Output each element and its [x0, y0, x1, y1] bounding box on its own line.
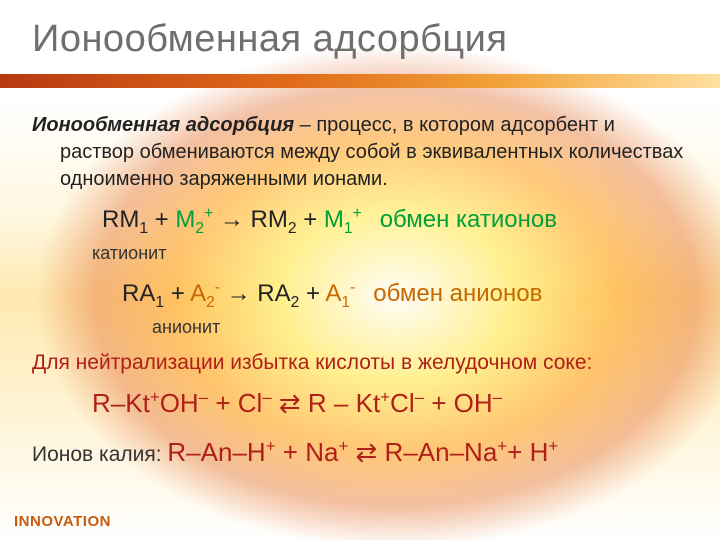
cation-sublabel: катионит — [92, 241, 692, 265]
eq-text: RM — [102, 206, 139, 233]
eq-text: + Cl — [208, 388, 262, 418]
title-divider-bar — [0, 74, 720, 88]
content-area: Ионообменная адсорбция – процесс, в кото… — [32, 112, 692, 470]
ion-m2: M2+ — [175, 206, 213, 233]
anion-label: обмен анионов — [373, 280, 542, 307]
eq-text: + Na — [276, 437, 339, 467]
eq-text: R–Kt — [92, 388, 150, 418]
definition-term: Ионообменная адсорбция — [32, 114, 294, 136]
footer-brand: INNOVATION — [14, 513, 111, 530]
eq-text: → RM — [213, 206, 288, 233]
eq-text: Cl — [390, 388, 415, 418]
ion-a1: A1- — [325, 280, 355, 307]
anion-equation: RA1 + A2- → RA2 + A1-обмен анионов — [122, 277, 692, 313]
eq-text: ⇄ R–An–Na — [348, 437, 497, 467]
eq-text: R–An–H — [167, 437, 265, 467]
ion-m1: M1+ — [324, 206, 362, 233]
slide: Ионообменная адсорбция Ионообменная адсо… — [0, 0, 720, 540]
eq-text: ⇄ R – Kt — [272, 388, 380, 418]
cation-label: обмен катионов — [380, 206, 557, 233]
eq-text: → RA — [220, 280, 291, 307]
potassium-row: Ионов калия: R–An–H+ + Na+ ⇄ R–An–Na++ H… — [32, 435, 692, 470]
ion-a2: A2- — [190, 280, 220, 307]
cation-equation: RM1 + M2+ → RM2 + M1+обмен катионов — [102, 203, 692, 239]
eq-text: OH — [160, 388, 199, 418]
eq-text: RA — [122, 280, 155, 307]
potassium-prefix: Ионов калия: — [32, 443, 167, 466]
eq-text: + — [148, 206, 175, 233]
acid-equation: R–Kt+OH– + Cl– ⇄ R – Kt+Cl– + OH– — [92, 386, 692, 421]
definition-paragraph: Ионообменная адсорбция – процесс, в кото… — [32, 112, 692, 193]
eq-text: + OH — [424, 388, 493, 418]
acid-neutralization-intro: Для нейтрализации избытка кислоты в желу… — [32, 349, 692, 377]
eq-text: + H — [507, 437, 548, 467]
potassium-equation: R–An–H+ + Na+ ⇄ R–An–Na++ H+ — [167, 437, 558, 467]
slide-title: Ионообменная адсорбция — [32, 18, 507, 61]
anion-sublabel: анионит — [152, 315, 692, 339]
